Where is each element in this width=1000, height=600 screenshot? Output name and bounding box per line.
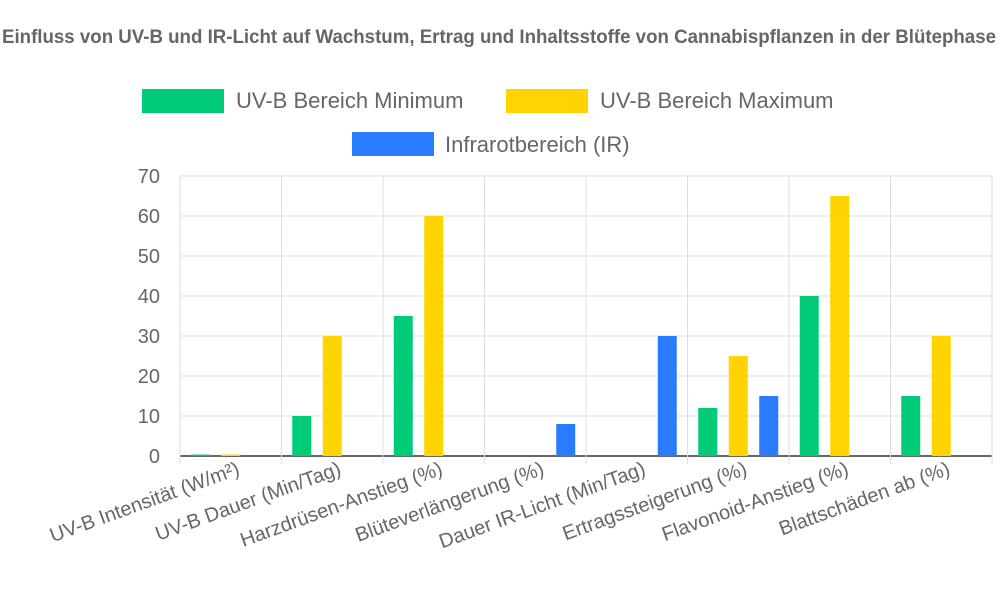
y-tick-label: 0 <box>149 446 160 468</box>
y-tick-label: 50 <box>138 246 160 268</box>
legend-swatch <box>352 132 434 156</box>
bar[interactable] <box>424 216 444 456</box>
legend-label: Infrarotbereich (IR) <box>445 132 630 157</box>
y-axis: 0 10 20 30 40 50 60 70 <box>138 166 160 468</box>
legend-swatch <box>142 89 224 113</box>
x-tick-label: Blattschäden ab (%) <box>776 458 953 540</box>
bar[interactable] <box>728 356 748 456</box>
plot-area <box>190 196 951 457</box>
legend-label: UV-B Bereich Maximum <box>600 88 834 113</box>
bar[interactable] <box>556 424 576 456</box>
legend: UV-B Bereich Minimum UV-B Bereich Maximu… <box>142 88 834 157</box>
bar[interactable] <box>393 316 413 456</box>
y-tick-label: 20 <box>138 366 160 388</box>
bar[interactable] <box>322 336 342 456</box>
legend-item[interactable]: UV-B Bereich Maximum <box>506 88 834 113</box>
bar[interactable] <box>901 396 921 456</box>
y-tick-label: 10 <box>138 406 160 428</box>
x-axis: UV-B Intensität (W/m²)UV-B Dauer (Min/Ta… <box>47 458 953 553</box>
y-tick-label: 40 <box>138 286 160 308</box>
bar[interactable] <box>830 196 850 456</box>
chart-title: Einfluss von UV-B und IR-Licht auf Wachs… <box>2 26 996 48</box>
y-tick-label: 30 <box>138 326 160 348</box>
y-tick-label: 60 <box>138 206 160 228</box>
bar[interactable] <box>698 408 718 456</box>
grid <box>179 175 993 464</box>
bar[interactable] <box>190 454 210 457</box>
bar[interactable] <box>799 296 819 456</box>
bar[interactable] <box>931 336 951 456</box>
bar[interactable] <box>292 416 312 456</box>
bar[interactable] <box>759 396 779 456</box>
bar[interactable] <box>657 336 677 456</box>
bar[interactable] <box>221 454 241 457</box>
legend-item[interactable]: UV-B Bereich Minimum <box>142 88 463 113</box>
legend-swatch <box>506 89 588 113</box>
y-tick-label: 70 <box>138 166 160 188</box>
legend-label: UV-B Bereich Minimum <box>236 88 463 113</box>
legend-item[interactable]: Infrarotbereich (IR) <box>352 132 630 157</box>
